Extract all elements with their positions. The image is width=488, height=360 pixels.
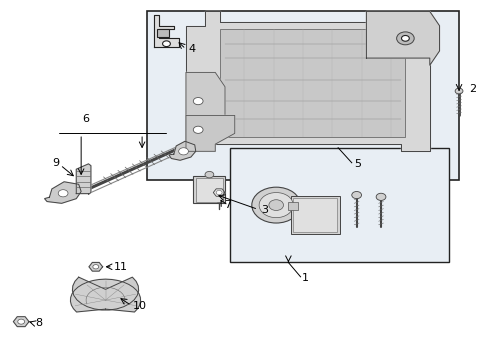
- Text: 4: 4: [188, 44, 195, 54]
- Circle shape: [396, 32, 413, 45]
- Polygon shape: [44, 182, 81, 203]
- Text: 3: 3: [261, 206, 268, 216]
- Bar: [229, 148, 448, 262]
- Circle shape: [375, 193, 385, 201]
- Text: 2: 2: [468, 84, 475, 94]
- Polygon shape: [154, 15, 178, 47]
- Text: 1: 1: [301, 273, 308, 283]
- Bar: [293, 198, 336, 232]
- Bar: [147, 12, 458, 180]
- Bar: [288, 202, 298, 211]
- Text: 10: 10: [132, 301, 146, 311]
- Circle shape: [216, 190, 222, 195]
- Text: 9: 9: [52, 158, 59, 168]
- Text: 7: 7: [224, 200, 231, 210]
- Polygon shape: [72, 277, 138, 310]
- Circle shape: [178, 148, 188, 155]
- Polygon shape: [168, 141, 195, 160]
- Polygon shape: [76, 164, 91, 194]
- Circle shape: [401, 36, 408, 41]
- Circle shape: [204, 171, 213, 178]
- Circle shape: [454, 88, 462, 94]
- Circle shape: [259, 193, 293, 218]
- Text: 5: 5: [353, 159, 361, 169]
- Bar: [193, 176, 224, 203]
- Bar: [290, 196, 339, 234]
- Polygon shape: [185, 72, 224, 151]
- Circle shape: [18, 319, 24, 324]
- Circle shape: [251, 187, 300, 223]
- Polygon shape: [185, 116, 234, 151]
- Bar: [220, 30, 405, 137]
- Circle shape: [193, 98, 203, 105]
- Circle shape: [193, 126, 203, 134]
- Polygon shape: [70, 279, 140, 312]
- Polygon shape: [13, 317, 29, 327]
- Text: 6: 6: [82, 114, 89, 125]
- Bar: [195, 178, 222, 202]
- Polygon shape: [366, 12, 439, 65]
- Polygon shape: [213, 189, 224, 196]
- Circle shape: [93, 265, 99, 269]
- Circle shape: [268, 200, 283, 211]
- Circle shape: [351, 192, 361, 199]
- Polygon shape: [89, 262, 102, 271]
- Text: 8: 8: [35, 319, 42, 328]
- Circle shape: [162, 41, 170, 46]
- Text: 11: 11: [114, 262, 127, 272]
- Polygon shape: [185, 12, 429, 151]
- Circle shape: [58, 190, 68, 197]
- Bar: [157, 30, 168, 37]
